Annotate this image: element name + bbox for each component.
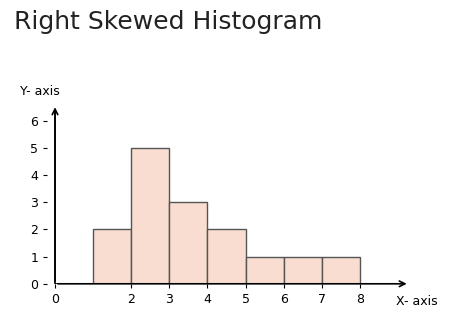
Bar	[208, 229, 246, 284]
Bar	[322, 257, 360, 284]
Text: Y- axis: Y- axis	[20, 84, 60, 98]
Bar	[246, 257, 284, 284]
Text: Right Skewed Histogram: Right Skewed Histogram	[14, 10, 323, 34]
Bar	[131, 148, 169, 284]
Bar	[169, 202, 208, 284]
Bar	[284, 257, 322, 284]
Bar	[93, 229, 131, 284]
Text: X- axis: X- axis	[396, 295, 438, 308]
